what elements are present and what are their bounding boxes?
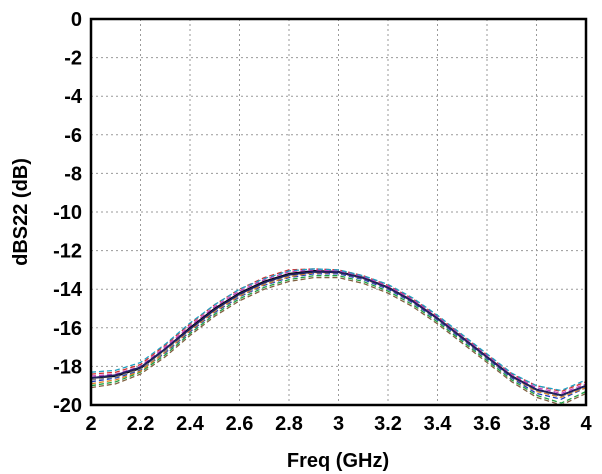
y-axis-ticks: 0 -2 -4 -6 -8 -10 -12 -14 -16 -18 -20 — [53, 9, 83, 417]
x-tick-label: 3.4 — [424, 413, 453, 435]
y-tick-label: -16 — [53, 318, 82, 340]
series-line-8 — [90, 276, 587, 406]
x-axis-title: Freq (GHz) — [287, 450, 389, 472]
x-tick-label: 4 — [580, 413, 592, 435]
y-tick-label: -2 — [64, 48, 82, 70]
y-tick-label: -6 — [64, 125, 82, 147]
y-tick-label: 0 — [71, 9, 82, 31]
series-line-4 — [90, 275, 587, 404]
grid — [91, 19, 586, 405]
series-group — [90, 268, 587, 406]
x-tick-label: 2.2 — [127, 413, 155, 435]
y-tick-label: -8 — [64, 163, 82, 185]
x-tick-label: 3.2 — [374, 413, 402, 435]
y-tick-label: -4 — [64, 86, 83, 108]
y-axis-title: dBS22 (dB) — [10, 158, 32, 266]
x-tick-label: 2.8 — [275, 413, 303, 435]
series-line-7 — [90, 268, 587, 392]
y-tick-label: -18 — [53, 356, 82, 378]
y-tick-label: -20 — [53, 395, 82, 417]
y-tick-label: -12 — [53, 241, 82, 263]
series-line-10 — [90, 270, 587, 397]
x-tick-label: 2.4 — [176, 413, 205, 435]
x-tick-label: 2 — [85, 413, 96, 435]
x-tick-label: 3.6 — [473, 413, 501, 435]
plot-frame — [89, 17, 588, 407]
x-axis-ticks: 2 2.2 2.4 2.6 2.8 3 3.2 3.4 3.6 3.8 4 — [85, 413, 592, 435]
x-tick-label: 3 — [333, 413, 344, 435]
x-tick-label: 2.6 — [226, 413, 254, 435]
y-tick-label: -10 — [53, 202, 82, 224]
x-tick-label: 3.8 — [523, 413, 551, 435]
y-tick-label: -14 — [53, 279, 83, 301]
series-line-2 — [90, 273, 587, 400]
series-line-3 — [90, 268, 587, 393]
series-line-5 — [90, 269, 587, 395]
